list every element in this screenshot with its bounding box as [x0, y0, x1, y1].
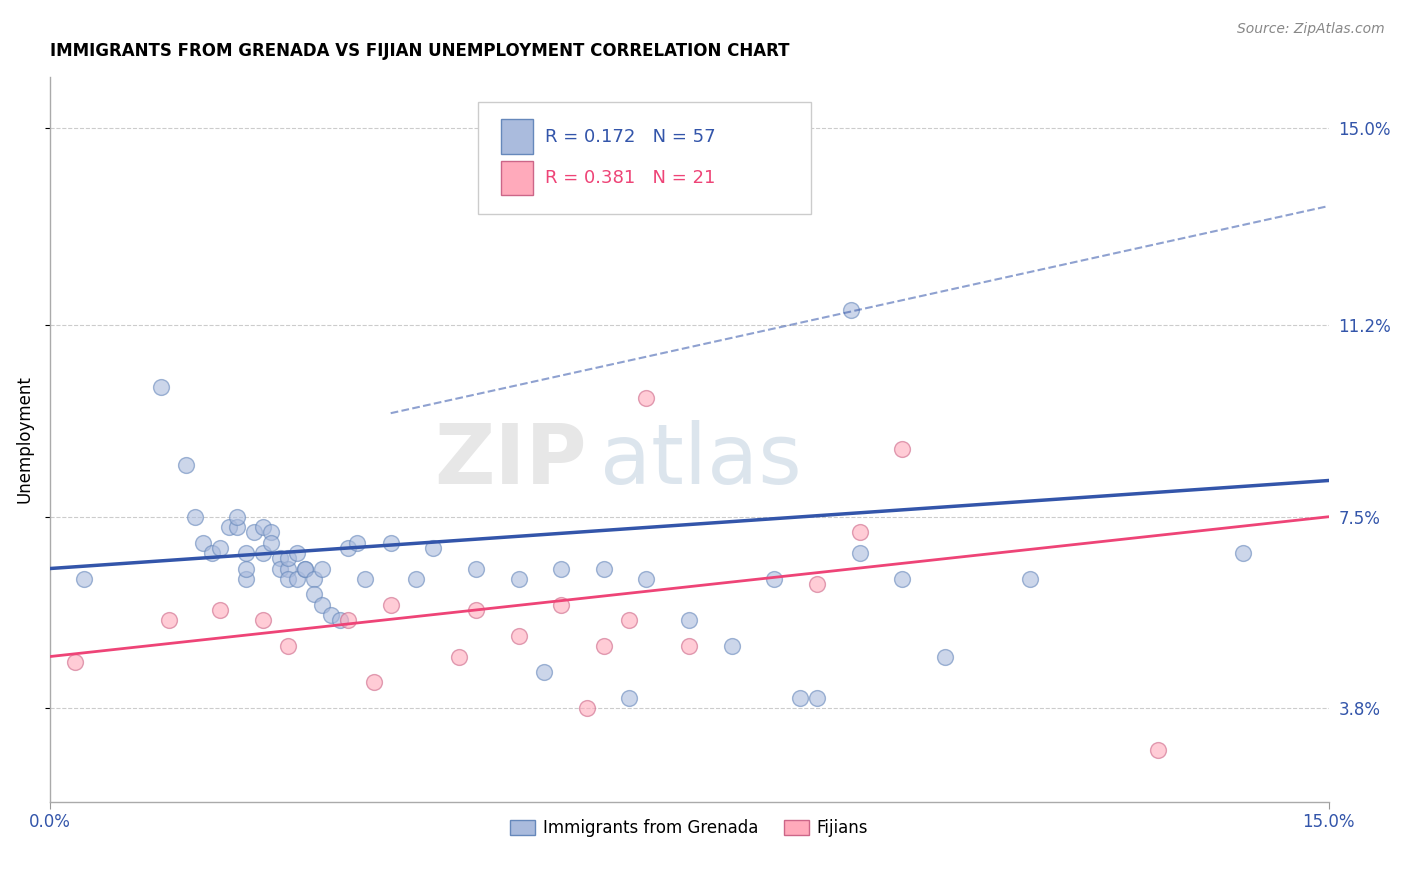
Point — [285, 572, 308, 586]
Point — [294, 561, 316, 575]
Point — [380, 535, 402, 549]
Point — [302, 572, 325, 586]
Point — [311, 598, 333, 612]
Point — [235, 572, 257, 586]
Point — [319, 608, 342, 623]
Point — [636, 391, 658, 405]
Point — [806, 577, 828, 591]
Point — [269, 551, 291, 566]
Text: R = 0.172   N = 57: R = 0.172 N = 57 — [544, 128, 716, 145]
Point — [277, 572, 299, 586]
Point — [346, 535, 368, 549]
Point — [260, 525, 283, 540]
Point — [1019, 572, 1042, 586]
Point — [73, 572, 96, 586]
Point — [550, 561, 572, 575]
FancyBboxPatch shape — [478, 102, 811, 214]
Point — [848, 525, 870, 540]
Point — [839, 302, 862, 317]
Point — [252, 520, 274, 534]
Point — [252, 546, 274, 560]
Point — [422, 541, 444, 555]
Point — [311, 561, 333, 575]
Point — [720, 639, 742, 653]
Point — [354, 572, 377, 586]
Point — [592, 639, 614, 653]
Point — [209, 541, 232, 555]
Point — [848, 546, 870, 560]
Point — [183, 509, 205, 524]
Point — [550, 598, 572, 612]
Point — [363, 675, 385, 690]
Point — [934, 649, 956, 664]
Point — [405, 572, 427, 586]
Text: IMMIGRANTS FROM GRENADA VS FIJIAN UNEMPLOYMENT CORRELATION CHART: IMMIGRANTS FROM GRENADA VS FIJIAN UNEMPL… — [49, 42, 789, 60]
Text: atlas: atlas — [599, 420, 801, 501]
Legend: Immigrants from Grenada, Fijians: Immigrants from Grenada, Fijians — [503, 813, 875, 844]
Text: ZIP: ZIP — [434, 420, 586, 501]
FancyBboxPatch shape — [501, 120, 533, 154]
Point — [789, 691, 811, 706]
Point — [380, 598, 402, 612]
Point — [243, 525, 266, 540]
Point — [277, 639, 299, 653]
Point — [328, 613, 350, 627]
Point — [447, 649, 470, 664]
Text: Source: ZipAtlas.com: Source: ZipAtlas.com — [1237, 22, 1385, 37]
Point — [619, 691, 641, 706]
Point — [337, 613, 360, 627]
Point — [508, 629, 530, 643]
Point — [285, 546, 308, 560]
Point — [806, 691, 828, 706]
Point — [1232, 546, 1254, 560]
Point — [636, 572, 658, 586]
Point — [149, 380, 172, 394]
Y-axis label: Unemployment: Unemployment — [15, 376, 32, 503]
Point — [337, 541, 360, 555]
Point — [465, 561, 488, 575]
Point — [592, 561, 614, 575]
Point — [174, 458, 197, 472]
Point — [260, 535, 283, 549]
Point — [465, 603, 488, 617]
Point — [1147, 743, 1170, 757]
Point — [235, 561, 257, 575]
Point — [201, 546, 224, 560]
Point — [891, 442, 914, 457]
Point — [302, 587, 325, 601]
Point — [226, 509, 249, 524]
Point — [252, 613, 274, 627]
Point — [575, 701, 598, 715]
Point — [218, 520, 240, 534]
Point — [763, 572, 786, 586]
Point — [533, 665, 555, 679]
Point — [891, 572, 914, 586]
Point — [678, 639, 700, 653]
Point — [226, 520, 249, 534]
Point — [157, 613, 180, 627]
Point — [294, 561, 316, 575]
Point — [65, 655, 87, 669]
FancyBboxPatch shape — [501, 161, 533, 195]
Point — [277, 561, 299, 575]
Point — [269, 561, 291, 575]
Point — [277, 551, 299, 566]
Point — [235, 546, 257, 560]
Point — [678, 613, 700, 627]
Point — [619, 613, 641, 627]
Point — [191, 535, 214, 549]
Text: R = 0.381   N = 21: R = 0.381 N = 21 — [544, 169, 716, 187]
Point — [209, 603, 232, 617]
Point — [508, 572, 530, 586]
